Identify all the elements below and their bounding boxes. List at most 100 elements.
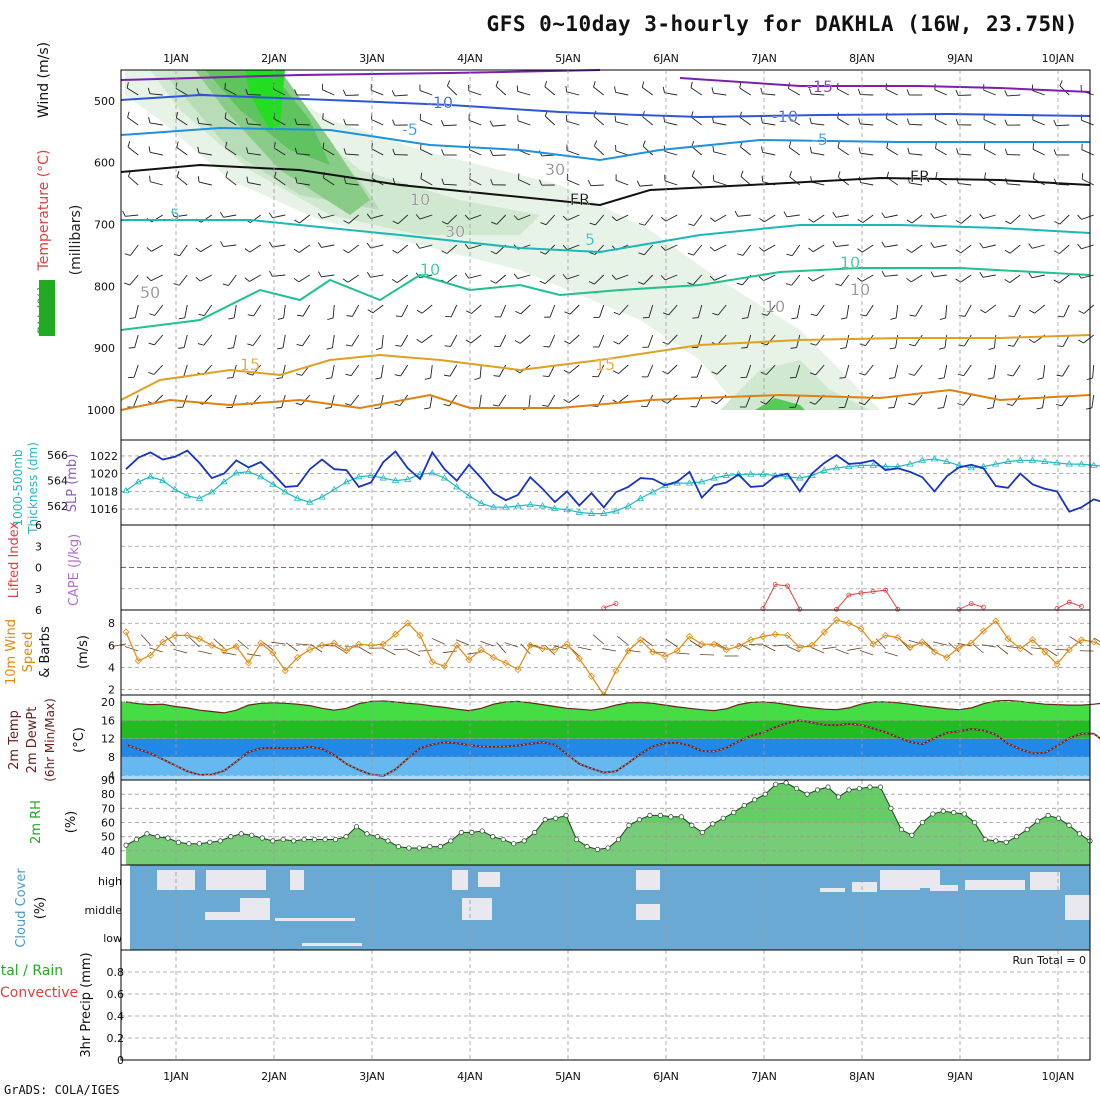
wind-barb — [371, 148, 384, 156]
rh-point — [312, 836, 318, 843]
rh-point — [898, 827, 904, 833]
wind-speed-point — [306, 646, 314, 654]
wind-barb — [791, 244, 801, 256]
wind-barb-feather — [612, 370, 619, 374]
rh-tick: 40 — [101, 845, 115, 858]
thickness-point — [551, 504, 559, 511]
wind-barb — [577, 646, 592, 651]
day-label-top: 6JAN — [653, 52, 679, 65]
thickness-point — [857, 461, 865, 468]
wind-barb-feather — [129, 317, 136, 319]
wind-barb — [149, 151, 163, 156]
wind-barb-feather — [859, 343, 866, 346]
wind-barb — [933, 641, 947, 646]
day-label-top: 8JAN — [849, 52, 875, 65]
wind-barb — [762, 122, 776, 126]
wind-barb-feather — [908, 373, 915, 376]
wind-barb-feather — [881, 270, 886, 277]
wind-barb-feather — [810, 343, 817, 346]
wind-barb — [124, 646, 139, 652]
wind-barb — [352, 304, 360, 317]
wind-barb — [419, 214, 433, 220]
temp-tick: 16 — [101, 714, 115, 727]
wind-barb — [283, 304, 286, 318]
wind-barb — [468, 244, 482, 250]
wind-barb-feather — [343, 148, 347, 155]
thickness-point — [820, 466, 828, 473]
wind-barb-feather — [638, 281, 644, 285]
wind-barb-feather — [858, 147, 861, 154]
day-label-bottom: 8JAN — [849, 1070, 875, 1083]
lifted-index-line — [1056, 601, 1082, 610]
wind-barb — [886, 118, 898, 126]
wind-barb — [200, 214, 213, 223]
rh-point — [741, 802, 747, 809]
rh-point — [437, 844, 443, 850]
wind-barb — [837, 147, 850, 156]
wind-barb-feather — [1056, 404, 1063, 407]
wind-speed-point — [416, 631, 424, 639]
wind-speed-point — [257, 639, 265, 647]
wind-barb — [179, 244, 188, 256]
wind-barb — [272, 244, 286, 248]
rh-point — [511, 841, 517, 847]
wind-barb — [845, 334, 850, 348]
wind-barb — [960, 244, 972, 254]
wind-barb — [253, 304, 262, 317]
wind-barb — [964, 304, 972, 317]
wind-barb — [602, 648, 617, 652]
cloud-gap — [452, 870, 468, 890]
wind-barb — [934, 89, 947, 96]
wind-speed-point — [1065, 646, 1073, 654]
wind-barb — [815, 364, 825, 376]
wind-speed-point — [183, 631, 191, 639]
wind-speed-point — [869, 640, 877, 648]
wind-barb — [247, 182, 261, 186]
cloud-gap — [478, 872, 500, 887]
lifted-index-label: Lifted Index — [7, 521, 22, 598]
wind-barb — [958, 153, 972, 156]
wind-barb — [1081, 149, 1094, 156]
wind-speed-point — [587, 672, 596, 680]
wind-barb-feather — [173, 253, 180, 257]
wind-speed-point — [159, 638, 167, 646]
wind-barb-feather — [225, 141, 228, 148]
wind-speed-point — [783, 631, 792, 639]
thickness-tick: 562 — [47, 500, 68, 513]
wind-barb — [126, 87, 139, 96]
rh-point — [584, 844, 590, 850]
wind-barb-feather — [176, 141, 179, 148]
thickness-point — [477, 499, 485, 506]
wind-barb — [370, 274, 384, 278]
wind-barb — [886, 147, 898, 156]
wind-barb — [860, 123, 874, 126]
isotherm-line — [679, 77, 1091, 93]
lifted-index-point — [1066, 599, 1072, 605]
contour-label: FR — [910, 167, 930, 186]
cloud-gap — [302, 943, 362, 946]
vertical-gridlines — [175, 865, 1059, 950]
wind-barb-feather — [711, 371, 718, 375]
wind-barb — [358, 646, 372, 655]
wind-barb — [763, 214, 776, 223]
wind-barb-feather — [296, 344, 303, 347]
wind-barb — [200, 274, 212, 282]
thickness-tick: 564 — [47, 475, 68, 488]
wind-barb-feather — [297, 314, 304, 317]
y-tick-label: 600 — [94, 157, 115, 170]
wind-barb-feather — [294, 89, 298, 96]
lifted-index-point — [772, 582, 778, 587]
wind-barb — [544, 644, 556, 656]
wind-barb — [909, 153, 923, 156]
lifted-index-series — [601, 582, 1084, 612]
temp-tick: 12 — [101, 733, 115, 746]
rh-point — [165, 835, 171, 841]
wind-barb — [665, 214, 678, 222]
wind-barb — [480, 640, 494, 647]
wind-barb-feather — [222, 283, 229, 286]
temp-mask — [121, 695, 1100, 713]
wind-barb — [714, 244, 727, 252]
wind-barb — [478, 394, 482, 408]
thickness-point — [171, 485, 179, 492]
thickness-point — [538, 502, 547, 509]
